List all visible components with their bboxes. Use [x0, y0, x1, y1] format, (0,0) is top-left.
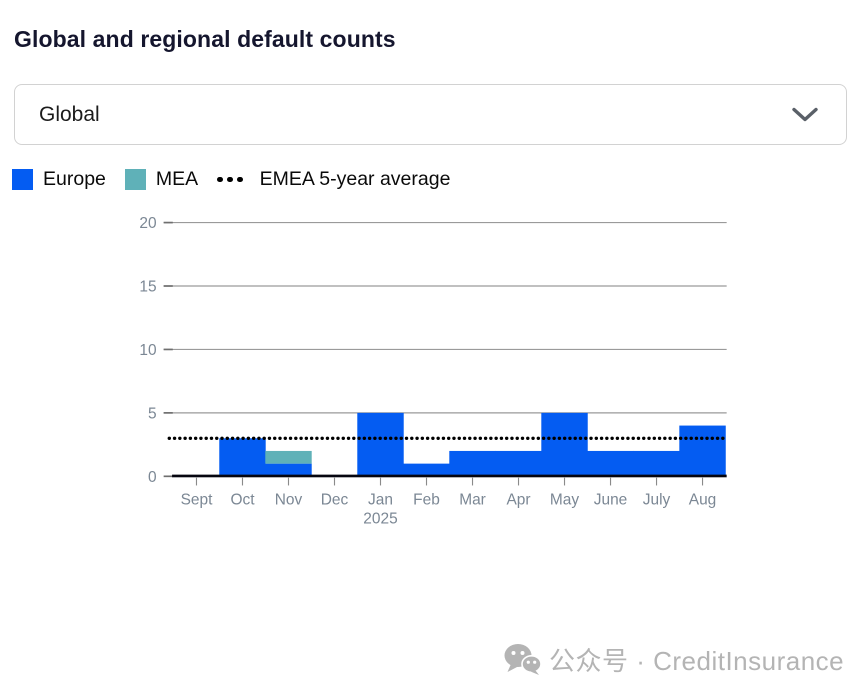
watermark-text: 公众号 · CreditInsurance — [549, 646, 845, 676]
dotted-line-icon — [217, 176, 243, 183]
xtick-label-feb: Feb — [413, 491, 440, 508]
bar-europe-july[interactable] — [633, 450, 680, 477]
xtick-label-dec: Dec — [321, 491, 349, 508]
legend-label-mea: MEA — [155, 168, 199, 190]
bar-europe-mar[interactable] — [449, 450, 496, 477]
legend-label-europe: Europe — [43, 168, 106, 190]
bar-europe-aug[interactable] — [679, 425, 726, 477]
ytick-label-10: 10 — [139, 342, 156, 359]
bar-europe-apr[interactable] — [495, 450, 542, 477]
wechat-icon — [504, 644, 541, 675]
legend-item-europe[interactable]: Europe — [12, 168, 106, 191]
xtick-label-jan: Jan — [368, 491, 393, 508]
chart-legend: Europe MEA EMEA 5-year average — [12, 168, 450, 191]
bar-europe-may[interactable] — [541, 412, 588, 477]
legend-label-emea-average: EMEA 5-year average — [259, 168, 451, 190]
region-dropdown[interactable]: Global — [14, 84, 847, 145]
page-title: Global and regional default counts — [14, 26, 396, 52]
xtick-label-nov: Nov — [275, 491, 303, 508]
x-axis-line — [172, 474, 727, 478]
watermark: 公众号 · CreditInsurance — [504, 641, 844, 678]
xtick-label-mar: Mar — [459, 491, 486, 508]
xtick-label-may: May — [550, 491, 579, 508]
xtick-label-apr: Apr — [506, 491, 530, 508]
xtick-label-aug: Aug — [689, 491, 717, 508]
mea-swatch-icon — [124, 169, 146, 190]
chevron-down-icon — [792, 107, 818, 121]
default-counts-bar-chart: 0 5 10 15 20 Sept Oct Nov Dec Jan 2025 Feb Mar Apr May… — [139, 215, 729, 527]
xtick-label-june: June — [594, 491, 628, 508]
bar-europe-nov[interactable] — [265, 463, 312, 477]
bar-europe-feb[interactable] — [403, 463, 450, 477]
xtick-label-oct: Oct — [230, 491, 255, 508]
xtick-label-sept: Sept — [181, 491, 213, 508]
ytick-label-0: 0 — [148, 469, 157, 486]
region-dropdown-value: Global — [39, 102, 100, 126]
xtick-year-label: 2025 — [363, 510, 397, 527]
bar-europe-oct[interactable] — [219, 438, 266, 477]
europe-swatch-icon — [12, 169, 33, 190]
bar-mea-nov[interactable] — [265, 450, 312, 464]
xtick-label-july: July — [643, 491, 671, 508]
legend-item-mea[interactable]: MEA — [124, 168, 199, 191]
legend-item-emea-average[interactable]: EMEA 5-year average — [217, 168, 450, 191]
ytick-label-5: 5 — [148, 406, 157, 423]
bar-europe-june[interactable] — [587, 450, 634, 477]
ytick-label-15: 15 — [139, 279, 156, 296]
bar-europe-jan[interactable] — [357, 412, 404, 477]
ytick-label-20: 20 — [139, 215, 156, 232]
